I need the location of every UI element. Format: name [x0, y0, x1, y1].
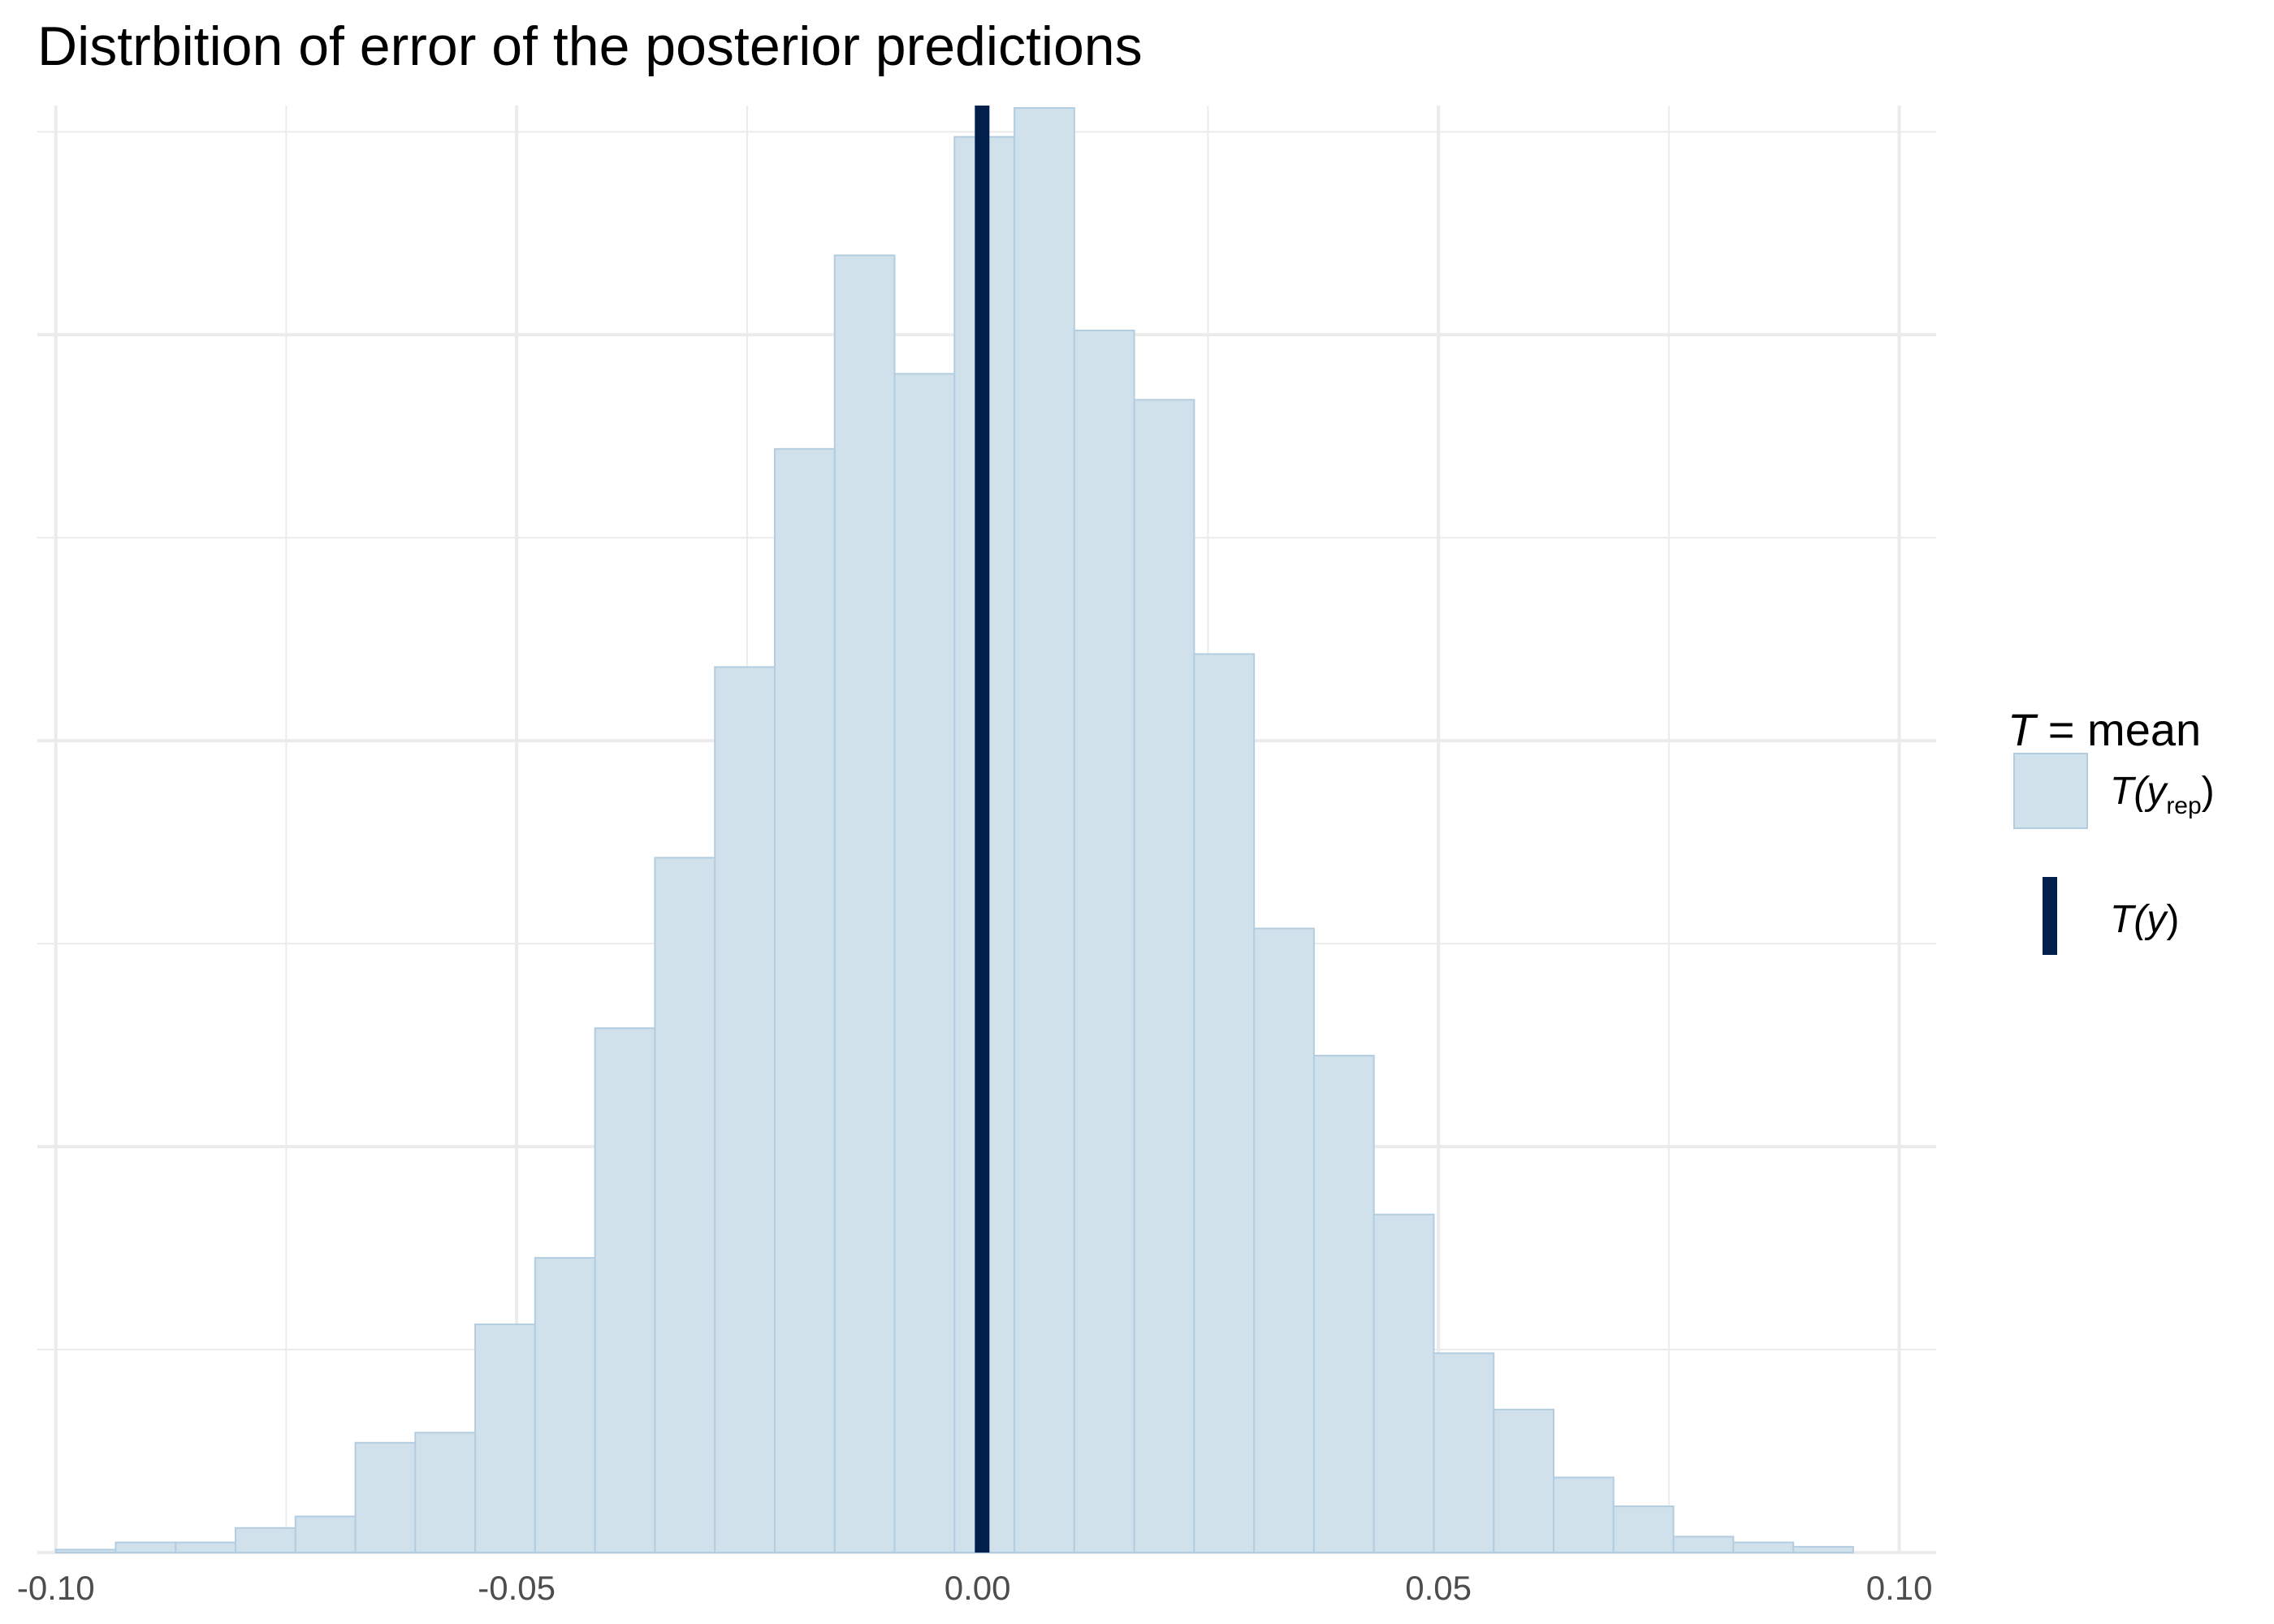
histogram-bar: [1672, 1535, 1735, 1554]
legend-label-subscript: rep: [2166, 793, 2201, 819]
histogram-bar: [474, 1323, 536, 1553]
x-tick-label: -0.05: [478, 1569, 556, 1607]
legend-label-close: ): [2202, 770, 2215, 813]
histogram-bar: [235, 1527, 296, 1553]
histogram-bar: [1732, 1541, 1795, 1553]
histogram-bar: [1014, 107, 1075, 1553]
observed-line: [975, 106, 990, 1553]
histogram-bar: [654, 857, 716, 1553]
histogram-bar: [414, 1432, 477, 1554]
histogram-bar: [1552, 1476, 1615, 1553]
histogram-bar: [1792, 1545, 1854, 1554]
histogram-bars: [54, 107, 1854, 1554]
histogram-bar: [893, 373, 956, 1553]
x-tick-label: 0.10: [1866, 1569, 1933, 1607]
histogram-bar: [354, 1441, 417, 1554]
x-tick-label: 0.05: [1405, 1569, 1472, 1607]
histogram-bar: [833, 254, 896, 1553]
histogram-bar: [115, 1541, 177, 1553]
histogram-bar: [1312, 1055, 1375, 1554]
legend-key-y: [2043, 877, 2057, 955]
legend-label-func: T(: [2110, 898, 2151, 941]
legend-label-close: ): [2166, 898, 2179, 941]
histogram-bar: [1193, 653, 1256, 1553]
histogram-bar: [54, 1548, 117, 1554]
histogram-bar: [1133, 399, 1195, 1553]
histogram-bar: [1373, 1213, 1435, 1553]
histogram-bar: [594, 1027, 656, 1553]
legend-title: T = mean: [2008, 704, 2201, 755]
histogram-bar: [1612, 1505, 1675, 1554]
histogram-bar: [1073, 329, 1135, 1554]
histogram-bar: [1493, 1408, 1554, 1554]
x-tick-label: -0.10: [17, 1569, 95, 1607]
chart-title: Distrbition of error of the posterior pr…: [37, 15, 1143, 77]
histogram-bar: [1433, 1352, 1495, 1554]
legend-title-symbol: T: [2008, 704, 2038, 755]
legend-label-yrep: T(yrep): [2110, 770, 2215, 819]
legend-label-func: T(: [2110, 770, 2151, 813]
histogram-bar: [714, 666, 776, 1553]
legend-title-text: = mean: [2035, 704, 2201, 755]
legend-label-var: y: [2144, 770, 2168, 813]
legend-label-y: T(y): [2110, 898, 2179, 941]
histogram-bar: [294, 1515, 357, 1554]
x-axis-ticks: -0.10 -0.05 0.00 0.05 0.10: [17, 1569, 1933, 1607]
legend-key-yrep: [2013, 753, 2088, 829]
histogram-bar: [773, 447, 836, 1553]
x-tick-label: 0.00: [945, 1569, 1011, 1607]
legend-label-var: y: [2144, 898, 2168, 941]
histogram-bar: [175, 1541, 237, 1553]
histogram-bar: [534, 1257, 596, 1553]
observed-stat-line: [975, 106, 990, 1553]
histogram-bar: [1253, 927, 1315, 1554]
